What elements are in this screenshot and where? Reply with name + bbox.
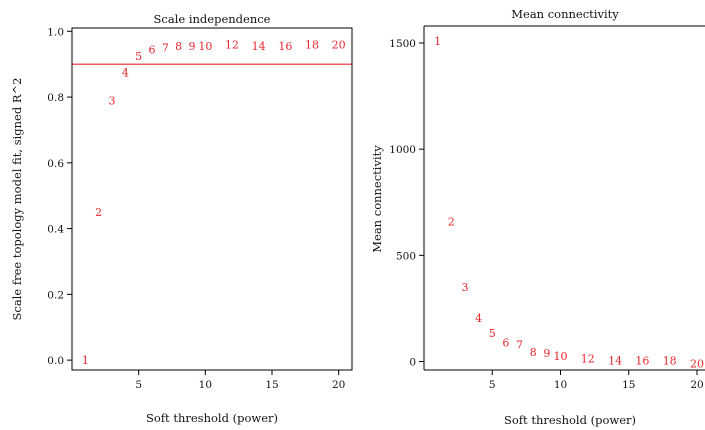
data-point-label: 9 bbox=[189, 40, 196, 53]
data-point-label: 3 bbox=[109, 94, 116, 107]
data-point-label: 8 bbox=[530, 346, 537, 359]
y-tick-label: 500 bbox=[396, 250, 416, 262]
x-tick-label: 5 bbox=[489, 379, 496, 391]
y-tick-label: 0.4 bbox=[47, 224, 64, 236]
data-point-label: 18 bbox=[305, 38, 319, 51]
data-point-label: 16 bbox=[635, 354, 649, 367]
data-point-label: 18 bbox=[663, 354, 677, 367]
data-point-label: 5 bbox=[489, 327, 496, 340]
y-axis-label: Scale free topology model fit, signed R^… bbox=[10, 78, 24, 321]
chart-title: Mean connectivity bbox=[511, 7, 619, 21]
x-tick-label: 15 bbox=[622, 379, 635, 391]
y-axis-label: Mean connectivity bbox=[370, 145, 384, 253]
plot-frame bbox=[71, 27, 353, 371]
y-tick-label: 0.8 bbox=[47, 92, 64, 104]
x-tick-label: 10 bbox=[554, 379, 567, 391]
x-tick-label: 20 bbox=[332, 379, 345, 391]
data-point-label: 5 bbox=[135, 50, 142, 63]
data-point-label: 20 bbox=[332, 38, 346, 51]
data-point-label: 2 bbox=[95, 206, 102, 219]
data-point-label: 20 bbox=[690, 358, 704, 371]
data-point-label: 2 bbox=[448, 215, 455, 228]
data-point-label: 6 bbox=[149, 43, 156, 56]
data-point-label: 10 bbox=[554, 350, 568, 363]
data-point-label: 4 bbox=[475, 312, 482, 325]
data-point-label: 14 bbox=[252, 40, 266, 53]
data-point-label: 12 bbox=[581, 352, 595, 365]
x-tick-label: 20 bbox=[690, 379, 703, 391]
x-tick-label: 5 bbox=[135, 379, 142, 391]
data-point-label: 1 bbox=[434, 35, 441, 48]
y-tick-label: 1.0 bbox=[47, 26, 64, 38]
data-point-label: 3 bbox=[461, 281, 468, 294]
x-axis-label: Soft threshold (power) bbox=[146, 411, 278, 425]
y-tick-label: 1000 bbox=[389, 144, 416, 156]
data-point-label: 14 bbox=[608, 354, 622, 367]
x-tick-label: 10 bbox=[199, 379, 212, 391]
data-point-label: 6 bbox=[502, 336, 509, 349]
y-tick-label: 0.6 bbox=[47, 158, 64, 170]
data-point-label: 12 bbox=[225, 38, 239, 51]
data-point-label: 8 bbox=[175, 40, 182, 53]
y-tick-label: 0 bbox=[409, 357, 416, 369]
y-tick-label: 0.0 bbox=[47, 355, 64, 367]
scale-independence-panel: Scale independence 5 10 15 200.00.20.40.60.… bbox=[10, 12, 353, 425]
data-point-label: 10 bbox=[198, 40, 212, 53]
x-tick-label: 15 bbox=[265, 379, 278, 391]
data-point-label: 4 bbox=[122, 66, 129, 79]
data-point-label: 7 bbox=[516, 339, 523, 352]
y-tick-label: 1500 bbox=[389, 38, 416, 50]
y-tick-label: 0.2 bbox=[47, 289, 64, 301]
x-axis-label: Soft threshold (power) bbox=[504, 413, 636, 427]
chart-title: Scale independence bbox=[154, 12, 271, 26]
data-point-label: 7 bbox=[162, 42, 169, 55]
data-point-label: 9 bbox=[543, 347, 550, 360]
data-point-label: 16 bbox=[278, 40, 292, 53]
data-point-label: 1 bbox=[82, 354, 89, 367]
